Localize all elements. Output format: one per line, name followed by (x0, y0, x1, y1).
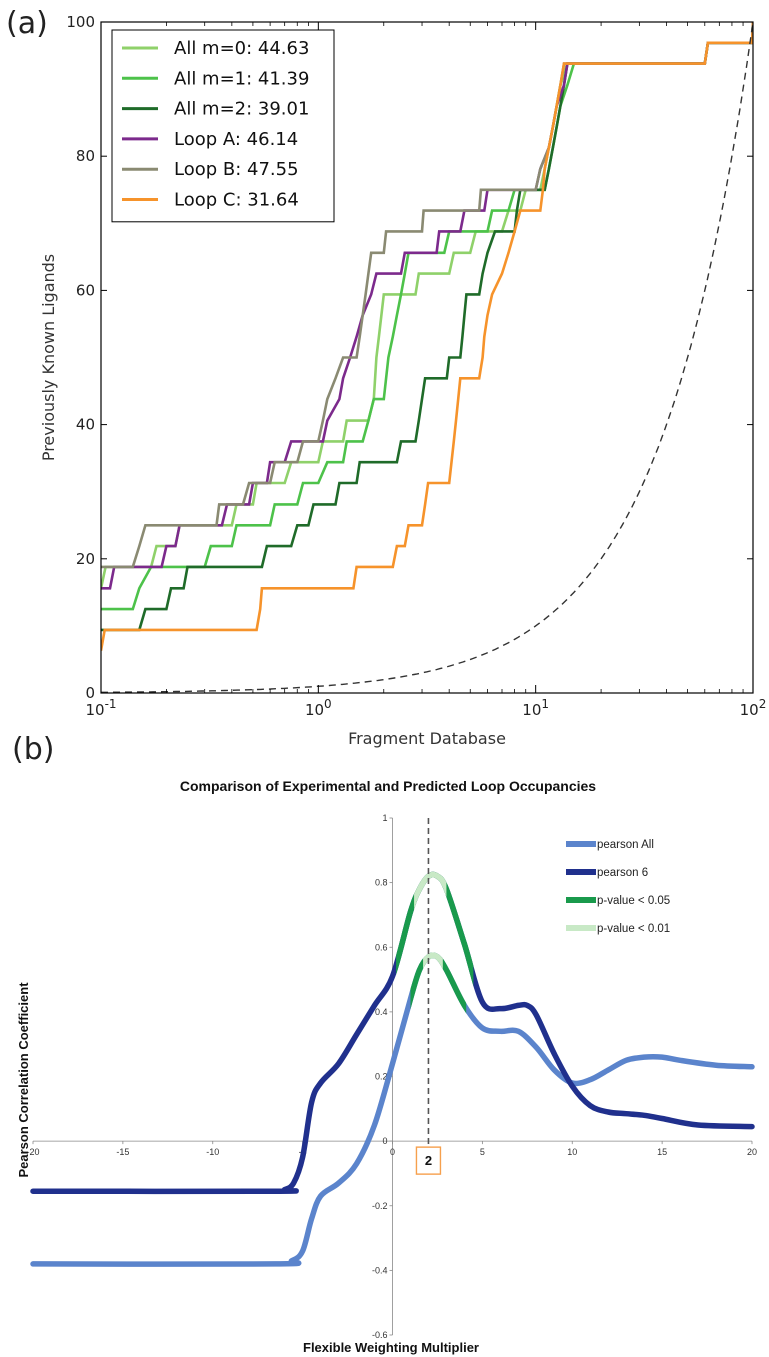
marker-label: 2 (425, 1153, 432, 1168)
series-line-loop-c-31-64 (101, 22, 753, 651)
x-tick-label-b: 20 (747, 1147, 757, 1157)
y-tick-label: 0 (85, 684, 95, 702)
panel-a-letter: (a) (6, 6, 48, 41)
marker-box (415, 1146, 442, 1175)
legend-label-loop-b-47-55: Loop B: 47.55 (174, 159, 299, 180)
x-tick-label-b: 0 (390, 1147, 395, 1157)
y-tick-label-b: -0.2 (372, 1201, 388, 1211)
y-tick-label-b: 0.6 (375, 942, 388, 952)
x-axis-label-b: Flexible Weighting Multiplier (303, 1340, 479, 1355)
y-tick-label: 40 (76, 416, 95, 434)
plot-area-a (101, 22, 753, 693)
legend-label-p-value-0-01: p-value < 0.01 (597, 923, 670, 935)
significance-segment-p-value-0-01 (414, 871, 447, 910)
x-tick-label-b: 10 (567, 1147, 577, 1157)
legend-label-loop-a-46-14: Loop A: 46.14 (174, 129, 298, 150)
chart-title-b: Comparison of Experimental and Predicted… (180, 778, 596, 794)
legend-label-loop-c-31-64: Loop C: 31.64 (174, 190, 299, 211)
y-axis-label-b: Pearson Correlation Coefficient (16, 982, 31, 1178)
legend-label-all-m-0-44-63: All m=0: 44.63 (174, 38, 309, 59)
x-tick-label: 10-1 (85, 697, 116, 719)
diagonal-dashed-line (101, 22, 753, 693)
y-tick-label: 20 (76, 550, 95, 568)
legend-label-p-value-0-05: p-value < 0.05 (597, 895, 670, 907)
y-tick-label-b: -0.6 (372, 1330, 388, 1340)
y-tick-label-b: 0.4 (375, 1007, 388, 1017)
y-tick-label: 60 (76, 281, 95, 299)
chart-a: 0 20 40 60 80 100 10-1 100 101 102 Fragment Databa… (39, 13, 767, 748)
x-tick-label-b: -10 (206, 1147, 219, 1157)
panel-b-letter: (b) (12, 732, 55, 767)
x-axis-label: Fragment Database (348, 729, 506, 748)
x-tick-label-b: -20 (26, 1147, 39, 1157)
y-tick-label-b: 1 (382, 813, 387, 823)
y-tick-label-b: 0.8 (375, 878, 388, 888)
y-tick-label: 100 (66, 13, 95, 31)
x-tick-label: 101 (522, 697, 549, 719)
y-tick-label: 80 (76, 147, 95, 165)
y-tick-label-b: 0.2 (375, 1072, 388, 1082)
legend-box-a (111, 29, 335, 223)
legend-label-all-m-1-41-39: All m=1: 41.39 (174, 68, 309, 89)
series-line-all-m-2-39-01 (101, 22, 753, 632)
x-tick-label-b: -15 (116, 1147, 129, 1157)
significance-segment-p-value-0-05 (410, 952, 467, 1014)
x-tick-label: 102 (740, 697, 767, 719)
x-tick-label: 100 (305, 697, 332, 719)
legend-label-all-m-2-39-01: All m=2: 39.01 (174, 99, 309, 120)
x-tick-label-b: 5 (480, 1147, 485, 1157)
y-tick-label-b: 0 (382, 1136, 387, 1146)
legend-label-pearson-all: pearson All (597, 839, 654, 851)
x-tick-label-b: 15 (657, 1147, 667, 1157)
y-axis-label: Previously Known Ligands (39, 254, 58, 461)
plot-frame-a (100, 21, 754, 694)
chart-b: Comparison of Experimental and Predicted… (16, 778, 757, 1355)
legend-label-pearson-6: pearson 6 (597, 867, 648, 879)
y-tick-label-b: -0.4 (372, 1265, 388, 1275)
